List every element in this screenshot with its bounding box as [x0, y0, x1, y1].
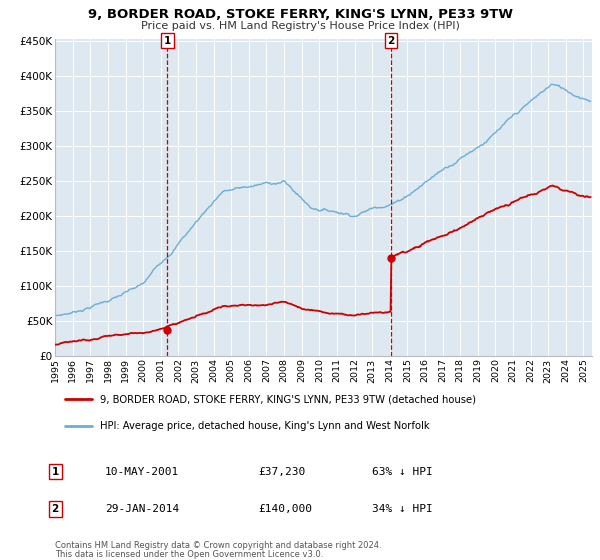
Text: This data is licensed under the Open Government Licence v3.0.: This data is licensed under the Open Gov…: [55, 550, 323, 559]
Text: 1: 1: [164, 36, 171, 46]
Text: 2: 2: [388, 36, 395, 46]
Text: 10-MAY-2001: 10-MAY-2001: [105, 466, 179, 477]
Text: 9, BORDER ROAD, STOKE FERRY, KING'S LYNN, PE33 9TW: 9, BORDER ROAD, STOKE FERRY, KING'S LYNN…: [88, 8, 512, 21]
Text: Price paid vs. HM Land Registry's House Price Index (HPI): Price paid vs. HM Land Registry's House …: [140, 21, 460, 31]
Text: 29-JAN-2014: 29-JAN-2014: [105, 504, 179, 514]
Text: £140,000: £140,000: [258, 504, 312, 514]
Text: 34% ↓ HPI: 34% ↓ HPI: [372, 504, 433, 514]
Text: 63% ↓ HPI: 63% ↓ HPI: [372, 466, 433, 477]
Text: £37,230: £37,230: [258, 466, 305, 477]
Text: 1: 1: [52, 466, 59, 477]
Text: 2: 2: [52, 504, 59, 514]
Text: HPI: Average price, detached house, King's Lynn and West Norfolk: HPI: Average price, detached house, King…: [100, 421, 429, 431]
Text: Contains HM Land Registry data © Crown copyright and database right 2024.: Contains HM Land Registry data © Crown c…: [55, 541, 382, 550]
Text: 9, BORDER ROAD, STOKE FERRY, KING'S LYNN, PE33 9TW (detached house): 9, BORDER ROAD, STOKE FERRY, KING'S LYNN…: [100, 394, 476, 404]
